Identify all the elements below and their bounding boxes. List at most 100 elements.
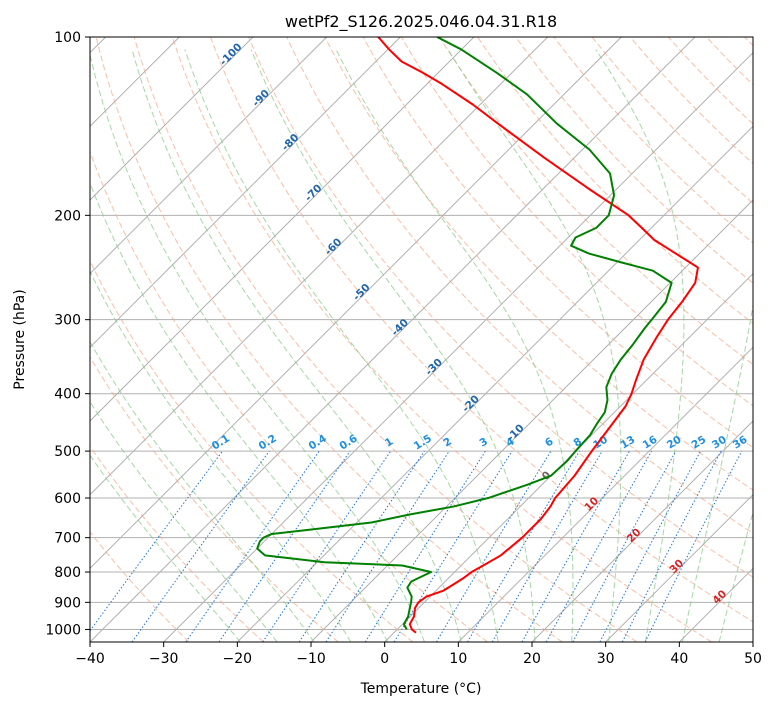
dry-adiabat-line (90, 445, 264, 642)
y-tick-label: 800 (54, 565, 81, 581)
isotherm-gridline (236, 125, 753, 642)
dry-adiabat-line (133, 37, 638, 642)
isotherm-gridline (90, 37, 696, 642)
x-tick-label: 0 (380, 651, 389, 667)
mixing-ratio-label: 0.2 (257, 433, 279, 453)
mixing-ratio-label: 20 (665, 434, 684, 452)
mixing-ratio-line (644, 450, 743, 642)
mixing-ratio-line (185, 450, 320, 642)
chart-title: wetPf2_S126.2025.046.04.31.R18 (285, 12, 557, 32)
mixing-ratio-line (131, 450, 270, 642)
mixing-ratio-label: 0.4 (307, 433, 329, 453)
mixing-ratio-line (325, 450, 450, 642)
x-tick-label: 50 (744, 651, 762, 667)
dry-adiabat-line (439, 37, 753, 366)
dry-adiabat-line (515, 37, 753, 284)
dry-adiabat-line (744, 37, 753, 47)
adiabat-label: -20 (460, 393, 482, 415)
mixing-ratio-line (262, 450, 392, 642)
moist-adiabat-line (90, 400, 278, 642)
dry-adiabat-line (477, 37, 753, 325)
dry-adiabat-line (629, 37, 753, 165)
moist-adiabat-line (718, 510, 753, 642)
isotherm-gridline (90, 37, 254, 201)
adiabat-label: -100 (218, 41, 245, 68)
moist-adiabat-line (90, 52, 425, 642)
x-tick-label: 10 (449, 651, 467, 667)
dry-adiabat-line (668, 37, 753, 125)
mixing-ratio-label: 16 (641, 434, 660, 452)
mixing-ratio-line (90, 450, 223, 632)
mixing-ratio-line (435, 450, 552, 642)
dry-adiabat-line (400, 37, 753, 407)
moist-adiabat-line (90, 340, 315, 642)
y-tick-label: 900 (54, 595, 81, 611)
isotherm-gridline (90, 37, 328, 275)
isotherm-gridline (90, 37, 622, 570)
isotherm-gridline (384, 272, 753, 642)
adiabat-label: -80 (280, 132, 302, 154)
dry-adiabat-line (90, 150, 488, 642)
dry-adiabat-line (591, 37, 753, 204)
moist-adiabat-line (335, 49, 574, 642)
isotherm-gridline (90, 37, 401, 349)
moist-adiabat-line (90, 181, 389, 642)
y-tick-label: 400 (54, 387, 81, 403)
mixing-ratio-label: 0.1 (210, 433, 232, 453)
y-tick-label: 200 (54, 208, 81, 224)
isotherm-gridline (163, 51, 753, 642)
dry-adiabat-line (210, 37, 753, 623)
mixing-ratio-line (572, 450, 677, 642)
isotherm-gridline (678, 567, 753, 642)
isotherm-gridline (605, 493, 753, 642)
x-tick-label: −20 (223, 651, 253, 667)
mixing-ratio-label: 13 (619, 434, 638, 452)
moist-adiabat-line (447, 49, 622, 642)
dry-adiabat-line (90, 356, 339, 642)
isotherm-gridline (310, 199, 753, 642)
y-tick-label: 600 (54, 491, 81, 507)
thermodynamic-guide-lines (90, 37, 753, 642)
moist-adiabat-line (681, 302, 753, 642)
mixing-ratio-label: 3 (478, 436, 491, 450)
dry-adiabat-line (90, 531, 190, 642)
y-tick-label: 500 (54, 444, 81, 460)
y-axis-ticks: 1000 900 800 700 600 500 400 300 200 100 (45, 30, 90, 638)
x-tick-label: 20 (523, 651, 541, 667)
dry-adiabat-line (248, 37, 753, 578)
x-tick-label: −40 (75, 651, 105, 667)
isotherm-gridline (90, 37, 549, 496)
mixing-ratio-line (599, 450, 701, 642)
moist-adiabat-line (250, 49, 536, 642)
plot-frame (89, 36, 754, 643)
isotherm-gridline (90, 37, 475, 422)
dry-adiabat-line (362, 37, 753, 449)
adiabat-label: -30 (423, 356, 445, 378)
x-tick-label: 40 (670, 651, 688, 667)
isotherm-gridline (531, 420, 753, 642)
isotherm-gridline (457, 346, 753, 642)
temperature-profile-line (377, 37, 699, 634)
guide-line-labels: 0.1 0.2 0.4 0.6 1 1.5 2 3 4 6 8 10 13 16 20 25 30 36-100-… (210, 41, 750, 607)
dry-adiabat-line (553, 37, 753, 244)
mixing-ratio-line (621, 450, 722, 642)
dry-adiabat-line (706, 37, 753, 86)
x-tick-label: −30 (149, 651, 179, 667)
x-axis-ticks: −40 −30 −20 −10 0 10 20 30 40 50 (75, 642, 762, 667)
dry-adiabat-line (324, 37, 753, 491)
adiabat-label: 20 (625, 526, 644, 545)
moist-adiabat-line (90, 270, 352, 642)
mixing-ratio-line (521, 450, 630, 642)
mixing-ratio-line (364, 450, 486, 642)
dry-adiabat-line (95, 37, 563, 642)
x-axis-label: Temperature (°C) (360, 681, 482, 697)
mixing-ratio-label: 25 (690, 434, 709, 452)
dry-adiabat-line (286, 37, 753, 534)
y-tick-label: 1000 (45, 622, 81, 638)
y-tick-label: 700 (54, 531, 81, 547)
mixing-ratio-label: 1.5 (412, 433, 434, 453)
moist-adiabat-line (595, 49, 685, 642)
grid-lines (90, 37, 753, 642)
mixing-ratio-line (545, 450, 653, 642)
adiabat-label: 40 (710, 588, 729, 607)
